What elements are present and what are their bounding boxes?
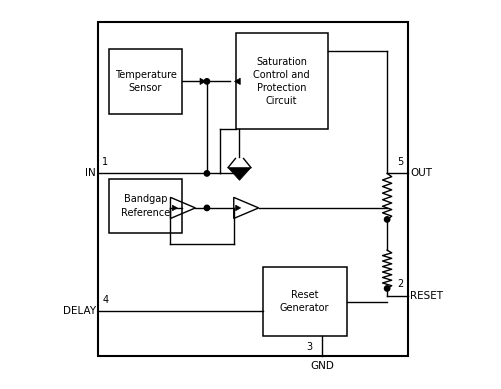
Text: DELAY: DELAY [63, 307, 96, 316]
Polygon shape [235, 205, 240, 211]
Bar [109, 49, 182, 114]
Circle shape [204, 79, 209, 84]
Text: Temperature
Sensor: Temperature Sensor [114, 70, 176, 93]
Circle shape [204, 205, 209, 210]
Text: IN: IN [85, 168, 96, 179]
Text: Bandgap
Reference: Bandgap Reference [121, 194, 170, 217]
Text: Saturation
Control and
Protection
Circuit: Saturation Control and Protection Circui… [253, 56, 310, 106]
Bar [262, 267, 346, 336]
Bar [97, 22, 407, 356]
Circle shape [384, 286, 389, 291]
Text: RESET: RESET [409, 291, 442, 301]
Bar [235, 33, 327, 129]
Text: GND: GND [310, 361, 333, 371]
Polygon shape [227, 168, 250, 180]
Circle shape [384, 217, 389, 222]
Text: 4: 4 [102, 294, 108, 305]
Text: OUT: OUT [409, 168, 431, 179]
Text: 1: 1 [102, 156, 108, 166]
Text: 5: 5 [397, 156, 403, 166]
Circle shape [204, 171, 209, 176]
Bar [109, 179, 182, 233]
Text: Reset
Generator: Reset Generator [280, 290, 329, 314]
Text: 2: 2 [397, 279, 403, 289]
Text: 3: 3 [306, 342, 312, 352]
Polygon shape [199, 78, 205, 84]
Polygon shape [234, 78, 240, 84]
Polygon shape [172, 205, 177, 211]
